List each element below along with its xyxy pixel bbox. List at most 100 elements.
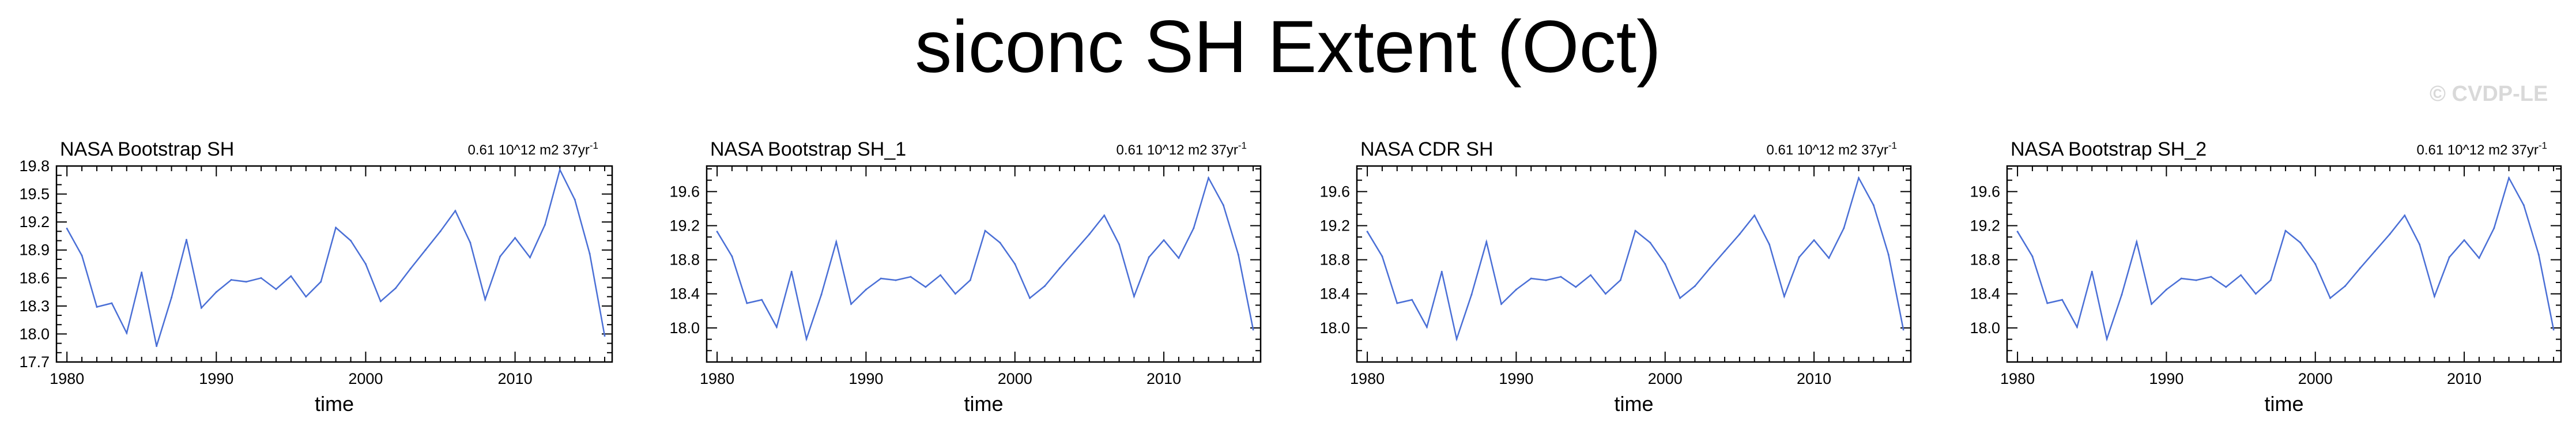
data-point	[604, 335, 606, 337]
data-point	[2508, 177, 2510, 179]
data-point	[954, 293, 956, 295]
x-tick-label: 1980	[50, 370, 84, 387]
data-point	[1178, 257, 1180, 259]
data-point	[1649, 242, 1651, 244]
data-point	[454, 210, 457, 212]
data-point	[1252, 329, 1254, 331]
panel-info-superscript: -1	[1238, 140, 1247, 151]
data-point	[1118, 243, 1121, 246]
data-point	[499, 255, 501, 258]
data-point	[529, 257, 531, 259]
data-point	[2061, 299, 2064, 301]
data-point	[999, 242, 1001, 244]
data-point	[2240, 274, 2242, 276]
plot-frame	[706, 165, 1262, 363]
x-tick-label: 1980	[1350, 370, 1385, 387]
y-tick-label: 19.6	[1970, 183, 2000, 200]
data-point	[1887, 254, 1889, 256]
data-point	[1664, 263, 1666, 265]
data-point	[2284, 229, 2287, 232]
data-point	[2106, 338, 2108, 340]
data-point	[1208, 177, 1210, 179]
x-axis-label: time	[315, 392, 354, 416]
panel-info-superscript: -1	[1888, 140, 1897, 151]
data-point	[1679, 297, 1681, 299]
data-point	[171, 296, 173, 299]
data-point	[1738, 233, 1741, 235]
data-point	[2195, 279, 2197, 281]
data-point	[731, 255, 733, 258]
data-point	[364, 263, 367, 265]
panel-title: NASA Bootstrap SH_1	[710, 138, 906, 160]
data-point	[2374, 250, 2376, 252]
panel-info: 0.61 10^12 m2 37yr-1	[2416, 140, 2547, 158]
data-point	[2552, 329, 2555, 331]
y-tick-label: 18.4	[1319, 285, 1350, 303]
panel-info: 0.61 10^12 m2 37yr-1	[1766, 140, 1897, 158]
x-axis-label: time	[964, 392, 1003, 416]
data-point	[1723, 250, 1726, 252]
data-point	[2478, 257, 2480, 259]
data-point	[469, 242, 472, 244]
data-point	[141, 271, 143, 274]
data-point	[2404, 214, 2406, 217]
data-point	[1798, 256, 1800, 258]
data-point	[2165, 288, 2167, 291]
data-point	[1902, 329, 1904, 331]
y-tick-label: 18.0	[669, 319, 700, 337]
data-point	[1163, 239, 1165, 242]
data-point	[746, 302, 748, 304]
data-point	[835, 241, 838, 243]
y-tick-label: 19.5	[19, 186, 50, 203]
y-tick-label: 18.9	[19, 242, 50, 259]
data-point	[2254, 293, 2257, 295]
y-tick-label: 18.4	[1970, 285, 2000, 303]
panel-info-main: 0.61 10^12 m2 37yr	[2416, 142, 2538, 158]
data-point	[2493, 227, 2495, 229]
panel-info-superscript: -1	[590, 140, 598, 151]
series-line	[1367, 176, 1904, 342]
x-tick-label: 2000	[1648, 370, 1683, 387]
data-point	[1073, 250, 1076, 252]
data-point	[335, 227, 337, 229]
data-point	[895, 279, 897, 281]
data-point	[350, 240, 352, 242]
data-point	[2269, 279, 2272, 281]
data-point	[1560, 276, 1562, 278]
data-point	[215, 291, 217, 293]
data-point	[200, 307, 202, 309]
data-point	[1411, 299, 1413, 301]
data-point	[260, 277, 262, 279]
data-point	[2210, 276, 2212, 278]
x-tick-label: 1990	[848, 370, 883, 387]
data-point	[1768, 243, 1771, 246]
data-point	[1366, 231, 1368, 233]
data-point	[424, 249, 427, 251]
data-point	[1634, 229, 1636, 232]
data-point	[2344, 285, 2346, 287]
chart-panel-4: NASA Bootstrap SH_2 0.61 10^12 m2 37yr-1 1…	[1970, 138, 2562, 416]
data-point	[2314, 263, 2317, 265]
data-point	[1530, 277, 1532, 280]
data-point	[2419, 243, 2421, 246]
data-point	[574, 198, 576, 201]
data-point	[230, 279, 232, 281]
data-point	[1590, 274, 1592, 276]
data-point	[716, 231, 718, 233]
y-tick-label: 18.0	[1319, 319, 1350, 337]
data-point	[1470, 293, 1473, 296]
data-point	[2121, 293, 2123, 296]
data-point	[2091, 270, 2093, 273]
data-point	[2448, 256, 2450, 258]
data-point	[1604, 293, 1606, 295]
plot-frame	[55, 165, 613, 363]
data-point	[2180, 277, 2182, 280]
data-point	[1828, 257, 1830, 259]
data-point	[2046, 302, 2049, 304]
y-tick-label: 18.8	[1970, 251, 2000, 269]
figure-title: siconc SH Extent (Oct)	[915, 6, 1661, 88]
panel-info-main: 0.61 10^12 m2 37yr	[1116, 142, 1238, 158]
data-point	[1043, 285, 1046, 287]
data-point	[1455, 338, 1458, 340]
data-point	[775, 326, 778, 328]
